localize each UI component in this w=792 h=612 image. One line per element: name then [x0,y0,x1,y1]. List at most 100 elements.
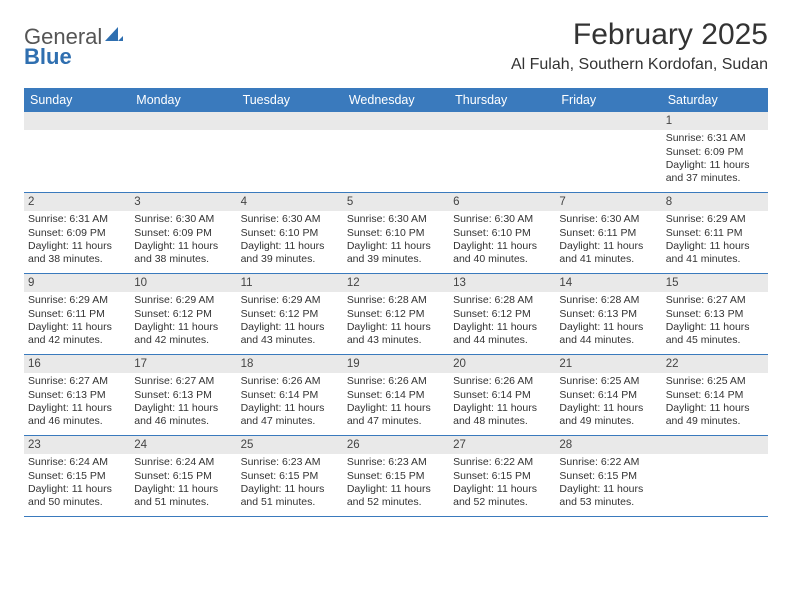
sunset-line: Sunset: 6:12 PM [241,308,339,321]
day-body: Sunrise: 6:27 AMSunset: 6:13 PMDaylight:… [662,292,768,353]
day-number: 7 [555,193,661,211]
daylight-line: Daylight: 11 hours and 38 minutes. [28,240,126,266]
sunset-line: Sunset: 6:15 PM [134,470,232,483]
sunrise-line: Sunrise: 6:28 AM [347,294,445,307]
daylight-line: Daylight: 11 hours and 45 minutes. [666,321,764,347]
day-body [24,130,130,138]
day-cell: 4Sunrise: 6:30 AMSunset: 6:10 PMDaylight… [237,193,343,273]
daylight-line: Daylight: 11 hours and 43 minutes. [241,321,339,347]
sunset-line: Sunset: 6:12 PM [453,308,551,321]
sunrise-line: Sunrise: 6:31 AM [28,213,126,226]
day-number: 20 [449,355,555,373]
sunset-line: Sunset: 6:15 PM [347,470,445,483]
sunset-line: Sunset: 6:13 PM [28,389,126,402]
sunset-line: Sunset: 6:10 PM [241,227,339,240]
day-number: 9 [24,274,130,292]
sunrise-line: Sunrise: 6:25 AM [666,375,764,388]
day-number: 15 [662,274,768,292]
day-body: Sunrise: 6:31 AMSunset: 6:09 PMDaylight:… [24,211,130,272]
sunrise-line: Sunrise: 6:27 AM [134,375,232,388]
day-cell: 24Sunrise: 6:24 AMSunset: 6:15 PMDayligh… [130,436,236,516]
sunrise-line: Sunrise: 6:26 AM [241,375,339,388]
day-body: Sunrise: 6:27 AMSunset: 6:13 PMDaylight:… [24,373,130,434]
day-body: Sunrise: 6:25 AMSunset: 6:14 PMDaylight:… [662,373,768,434]
day-cell [24,112,130,192]
day-number: 19 [343,355,449,373]
day-cell: 27Sunrise: 6:22 AMSunset: 6:15 PMDayligh… [449,436,555,516]
day-cell: 22Sunrise: 6:25 AMSunset: 6:14 PMDayligh… [662,355,768,435]
day-body [343,130,449,138]
day-number: 14 [555,274,661,292]
sunrise-line: Sunrise: 6:30 AM [134,213,232,226]
sunset-line: Sunset: 6:11 PM [666,227,764,240]
sunrise-line: Sunrise: 6:23 AM [347,456,445,469]
day-cell: 10Sunrise: 6:29 AMSunset: 6:12 PMDayligh… [130,274,236,354]
daylight-line: Daylight: 11 hours and 43 minutes. [347,321,445,347]
daylight-line: Daylight: 11 hours and 48 minutes. [453,402,551,428]
sunset-line: Sunset: 6:15 PM [559,470,657,483]
day-body [555,130,661,138]
sunrise-line: Sunrise: 6:30 AM [559,213,657,226]
dow-header-row: SundayMondayTuesdayWednesdayThursdayFrid… [24,89,768,112]
daylight-line: Daylight: 11 hours and 50 minutes. [28,483,126,509]
day-cell: 11Sunrise: 6:29 AMSunset: 6:12 PMDayligh… [237,274,343,354]
day-number [130,112,236,130]
day-number: 17 [130,355,236,373]
day-cell: 15Sunrise: 6:27 AMSunset: 6:13 PMDayligh… [662,274,768,354]
daylight-line: Daylight: 11 hours and 46 minutes. [134,402,232,428]
daylight-line: Daylight: 11 hours and 52 minutes. [347,483,445,509]
day-cell: 19Sunrise: 6:26 AMSunset: 6:14 PMDayligh… [343,355,449,435]
day-body [237,130,343,138]
dow-header-cell: Wednesday [343,89,449,112]
day-cell: 16Sunrise: 6:27 AMSunset: 6:13 PMDayligh… [24,355,130,435]
day-body: Sunrise: 6:25 AMSunset: 6:14 PMDaylight:… [555,373,661,434]
daylight-line: Daylight: 11 hours and 51 minutes. [134,483,232,509]
brand-part2-wrap: Blue [24,44,72,70]
day-number: 3 [130,193,236,211]
day-number: 1 [662,112,768,130]
dow-header-cell: Tuesday [237,89,343,112]
day-cell [662,436,768,516]
sunset-line: Sunset: 6:13 PM [134,389,232,402]
sunrise-line: Sunrise: 6:28 AM [559,294,657,307]
daylight-line: Daylight: 11 hours and 53 minutes. [559,483,657,509]
sunset-line: Sunset: 6:11 PM [559,227,657,240]
sunrise-line: Sunrise: 6:24 AM [134,456,232,469]
sunset-line: Sunset: 6:09 PM [134,227,232,240]
day-number: 23 [24,436,130,454]
day-cell [343,112,449,192]
day-cell: 25Sunrise: 6:23 AMSunset: 6:15 PMDayligh… [237,436,343,516]
day-number: 25 [237,436,343,454]
day-body: Sunrise: 6:30 AMSunset: 6:10 PMDaylight:… [237,211,343,272]
day-body: Sunrise: 6:27 AMSunset: 6:13 PMDaylight:… [130,373,236,434]
day-cell: 6Sunrise: 6:30 AMSunset: 6:10 PMDaylight… [449,193,555,273]
day-number: 16 [24,355,130,373]
daylight-line: Daylight: 11 hours and 47 minutes. [241,402,339,428]
day-cell: 12Sunrise: 6:28 AMSunset: 6:12 PMDayligh… [343,274,449,354]
day-number: 6 [449,193,555,211]
day-number: 26 [343,436,449,454]
sunrise-line: Sunrise: 6:22 AM [559,456,657,469]
sunrise-line: Sunrise: 6:27 AM [666,294,764,307]
day-cell: 28Sunrise: 6:22 AMSunset: 6:15 PMDayligh… [555,436,661,516]
day-body [662,454,768,462]
day-body: Sunrise: 6:28 AMSunset: 6:13 PMDaylight:… [555,292,661,353]
day-number: 21 [555,355,661,373]
day-body: Sunrise: 6:28 AMSunset: 6:12 PMDaylight:… [343,292,449,353]
day-cell: 14Sunrise: 6:28 AMSunset: 6:13 PMDayligh… [555,274,661,354]
day-cell: 26 Sunrise: 6:23 AMSunset: 6:15 PMDayligh… [343,436,449,516]
day-number [662,436,768,454]
daylight-line: Daylight: 11 hours and 47 minutes. [347,402,445,428]
day-cell: 21Sunrise: 6:25 AMSunset: 6:14 PMDayligh… [555,355,661,435]
day-number: 18 [237,355,343,373]
week-row: 23Sunrise: 6:24 AMSunset: 6:15 PMDayligh… [24,436,768,517]
location-line: Al Fulah, Southern Kordofan, Sudan [511,56,768,74]
day-body: Sunrise: 6:26 AMSunset: 6:14 PMDaylight:… [343,373,449,434]
day-body [449,130,555,138]
sunset-line: Sunset: 6:13 PM [666,308,764,321]
day-body: Sunrise: 6:24 AMSunset: 6:15 PMDaylight:… [24,454,130,515]
brand-part2: Blue [24,44,72,69]
sunset-line: Sunset: 6:13 PM [559,308,657,321]
dow-header-cell: Thursday [449,89,555,112]
sunset-line: Sunset: 6:14 PM [347,389,445,402]
